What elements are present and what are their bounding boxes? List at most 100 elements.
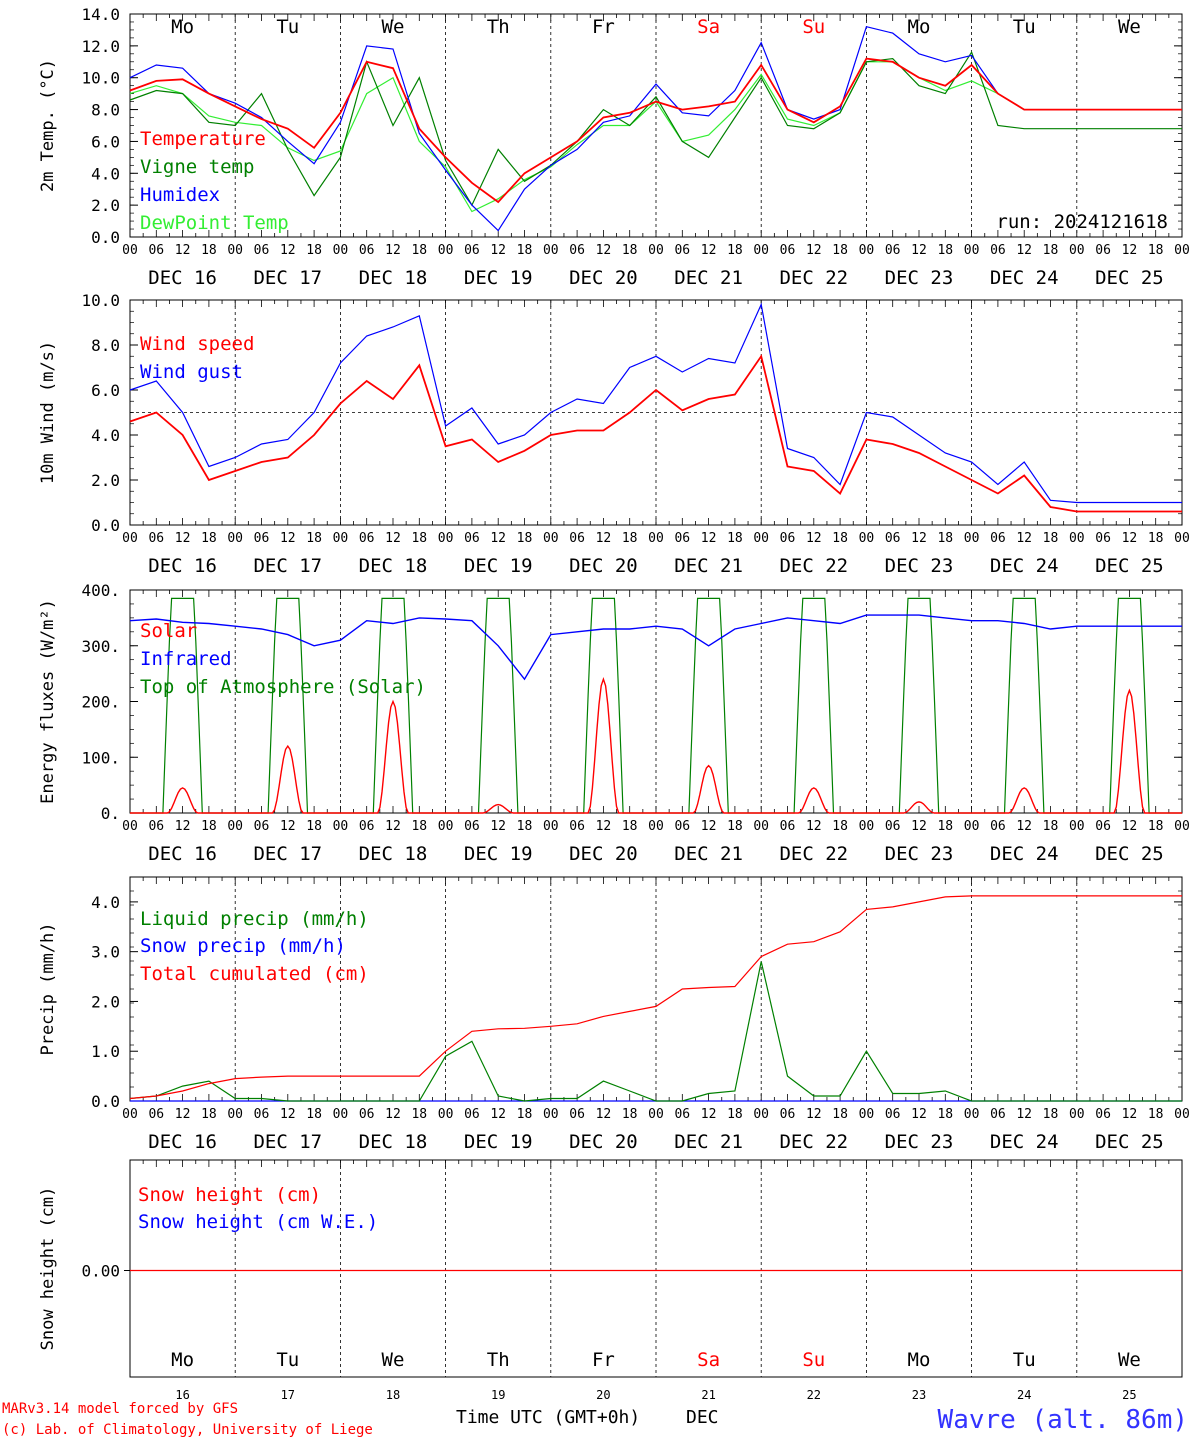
hour-tick-label: 18	[411, 819, 427, 834]
date-label: DEC 20	[569, 267, 638, 289]
hour-tick-label: 18	[937, 243, 953, 258]
hour-tick-label: 06	[569, 819, 585, 834]
legend-entry: Infrared	[140, 648, 232, 670]
hour-tick-label: 12	[596, 243, 612, 258]
hour-tick-label: 00	[753, 1107, 769, 1122]
run-label: run: 2024121618	[996, 211, 1168, 233]
hour-tick-label: 12	[1016, 1107, 1032, 1122]
date-number-label: 18	[386, 1388, 400, 1402]
hour-tick-label: 12	[596, 531, 612, 546]
hour-tick-label: 12	[385, 243, 401, 258]
hour-tick-label: 00	[227, 531, 243, 546]
y-axis-label: 10m Wind (m/s)	[38, 341, 58, 484]
date-label: DEC 21	[674, 555, 743, 577]
date-label: DEC 22	[779, 555, 848, 577]
hour-tick-label: 00	[1174, 1107, 1190, 1122]
date-label: DEC 20	[569, 555, 638, 577]
month-label: DEC	[686, 1407, 719, 1428]
hour-tick-label: 00	[438, 819, 454, 834]
hour-tick-label: 06	[569, 531, 585, 546]
hour-tick-label: 00	[753, 531, 769, 546]
hour-tick-label: 12	[1016, 819, 1032, 834]
hour-tick-label: 00	[543, 1107, 559, 1122]
date-number-label: 16	[175, 1388, 189, 1402]
hour-tick-label: 06	[148, 531, 164, 546]
legend-entry: Wind gust	[140, 361, 243, 383]
y-tick-label: 0.	[101, 804, 120, 823]
hour-tick-label: 06	[569, 243, 585, 258]
hour-tick-label: 00	[1069, 1107, 1085, 1122]
date-label: DEC 16	[148, 843, 217, 865]
hour-tick-label: 12	[385, 531, 401, 546]
hour-tick-label: 12	[806, 819, 822, 834]
hour-tick-label: 12	[701, 1107, 717, 1122]
y-tick-label: 300.	[81, 637, 120, 656]
hour-tick-label: 06	[990, 819, 1006, 834]
hour-tick-label: 06	[359, 243, 375, 258]
figure-footer: MARv3.14 model forced by GFS (c) Lab. of…	[2, 1401, 1188, 1438]
day-of-week-label: Su	[802, 16, 825, 38]
hour-tick-label: 18	[622, 819, 638, 834]
hour-tick-label: 06	[885, 1107, 901, 1122]
hour-tick-label: 00	[1069, 531, 1085, 546]
hour-tick-label: 06	[990, 243, 1006, 258]
day-of-week-label: Fr	[592, 1349, 615, 1371]
hour-tick-label: 18	[832, 531, 848, 546]
hour-tick-label: 12	[280, 819, 296, 834]
y-tick-label: 2.0	[91, 196, 120, 215]
legend-entry: Solar	[140, 620, 197, 642]
hour-tick-label: 00	[227, 243, 243, 258]
date-label: DEC 23	[885, 843, 954, 865]
hour-tick-label: 00	[227, 1107, 243, 1122]
date-label: DEC 22	[779, 843, 848, 865]
wind-panel: 10m Wind (m/s) 0.0 2.0 4.0 6.0 8.0 10.0 00 06 12 1…	[38, 291, 1190, 577]
hour-tick-label: 18	[937, 819, 953, 834]
y-tick-label: 8.0	[91, 101, 120, 120]
infrared-line	[129, 614, 1182, 681]
hour-tick-label: 00	[859, 531, 875, 546]
hour-tick-label: 00	[438, 531, 454, 546]
hour-tick-label: 00	[859, 243, 875, 258]
hour-tick-label: 12	[596, 1107, 612, 1122]
hour-tick-label: 18	[517, 243, 533, 258]
hour-tick-label: 00	[438, 1107, 454, 1122]
hour-tick-label: 06	[464, 819, 480, 834]
hour-tick-label: 06	[148, 1107, 164, 1122]
date-label: DEC 21	[674, 267, 743, 289]
hour-tick-label: 18	[201, 1107, 217, 1122]
hour-tick-label: 06	[885, 243, 901, 258]
hour-tick-label: 18	[1148, 1107, 1164, 1122]
hour-tick-label: 06	[359, 531, 375, 546]
date-number-label: 22	[807, 1388, 821, 1402]
hour-tick-label: 18	[1043, 531, 1059, 546]
hour-tick-label: 00	[333, 1107, 349, 1122]
hour-tick-label: 00	[543, 819, 559, 834]
day-of-week-label: Fr	[592, 16, 615, 38]
hour-tick-label: 12	[175, 243, 191, 258]
series-line-wind-gust	[129, 302, 1182, 504]
lab-credit: (c) Lab. of Climatology, University of L…	[2, 1422, 373, 1438]
date-label: DEC 25	[1095, 267, 1164, 289]
legend-entry: Snow height (cm)	[138, 1184, 321, 1206]
date-label: DEC 24	[990, 1131, 1059, 1153]
hour-tick-label: 18	[306, 531, 322, 546]
date-label: DEC 23	[885, 1131, 954, 1153]
hour-tick-label: 18	[411, 1107, 427, 1122]
day-of-week-label: We	[382, 16, 405, 38]
date-number-label: 21	[701, 1388, 715, 1402]
hour-tick-label: 18	[1148, 243, 1164, 258]
hour-tick-label: 06	[464, 243, 480, 258]
y-axis-label: Energy fluxes (W/m²)	[38, 599, 58, 804]
day-of-week-label: Mo	[171, 16, 194, 38]
y-tick-label: 4.0	[91, 426, 120, 445]
date-label: DEC 19	[464, 1131, 533, 1153]
hour-tick-label: 12	[385, 819, 401, 834]
snow-height-panel: Snow height (cm) 0.00 Mo Tu We Th Fr Sa Su Mo Tu We…	[38, 1159, 1183, 1402]
hour-tick-label: 12	[490, 531, 506, 546]
hour-tick-label: 00	[1174, 819, 1190, 834]
day-of-week-label: Th	[487, 16, 510, 38]
hour-tick-label: 12	[1122, 243, 1138, 258]
day-of-week-label: Tu	[1013, 1349, 1036, 1371]
hour-tick-label: 00	[122, 1107, 138, 1122]
